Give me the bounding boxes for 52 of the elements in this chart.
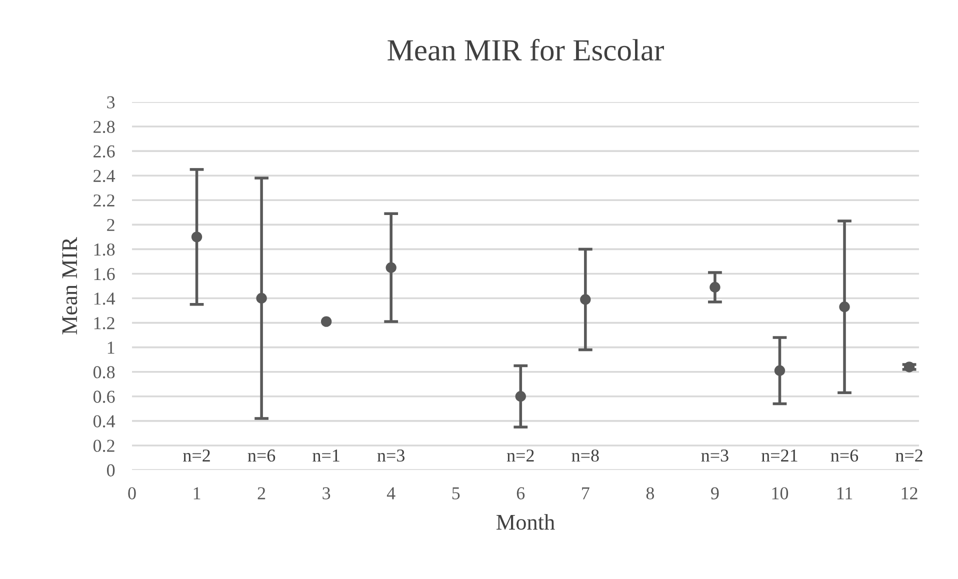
y-tick-label: 1.2 [94,317,114,330]
annotation: n=3 [377,450,405,462]
annotation: n=3 [701,450,728,462]
annotation: n=2 [506,450,534,462]
y-tick-label: 0.6 [93,390,115,403]
point [904,362,915,372]
y-tick-label: 0.4 [93,415,116,428]
point [256,292,267,304]
point [386,262,396,273]
annotation: n=8 [572,449,599,462]
y-tick-label: 2 [107,218,114,231]
chart-title: Mean MIR for Escolar [388,38,664,61]
y-axis-title: Mean MIR [62,236,78,334]
point [580,294,591,305]
x-tick-label: 12 [902,487,918,500]
x-tick-label: 4 [386,487,396,500]
y-tick-label: 1.4 [94,292,116,305]
y-tick-label: 1 [108,342,114,354]
x-tick-label: 7 [582,487,590,500]
point [320,316,332,327]
y-tick-label: 2.8 [94,120,115,134]
x-axis-title: Month [496,514,555,530]
annotation: n=2 [183,450,210,462]
x-tick-label: 11 [837,487,852,500]
x-tick-label: 2 [258,487,266,500]
y-tick-label: 2.6 [94,145,115,158]
annotation: n=21 [762,450,798,462]
annotation: n=1 [312,450,340,462]
point [839,302,850,312]
x-tick-label: 6 [516,487,525,500]
annotation: n=6 [248,450,276,462]
y-tick-label: 0.8 [93,366,115,378]
y-tick-label: 3 [107,96,115,108]
point [515,391,526,402]
x-tick-label: 10 [772,487,788,500]
y-tick-label: 0.2 [93,440,114,452]
annotation: n=6 [830,450,858,462]
annotation: n=2 [896,450,922,462]
point [774,365,786,376]
x-tick-label: 0 [128,487,136,500]
point [710,282,720,293]
y-tick-label: 0 [106,464,115,476]
x-tick-label: 1 [194,487,200,500]
point [191,232,202,242]
x-tick-label: 5 [452,487,460,500]
y-tick-label: 1.6 [94,268,115,280]
y-tick-label: 2.4 [94,170,116,182]
x-tick-label: 8 [646,487,654,500]
y-tick-label: 1.8 [94,243,115,256]
x-tick-label: 3 [322,487,330,500]
x-tick-label: 9 [711,487,719,500]
y-tick-label: 2.2 [94,194,114,207]
